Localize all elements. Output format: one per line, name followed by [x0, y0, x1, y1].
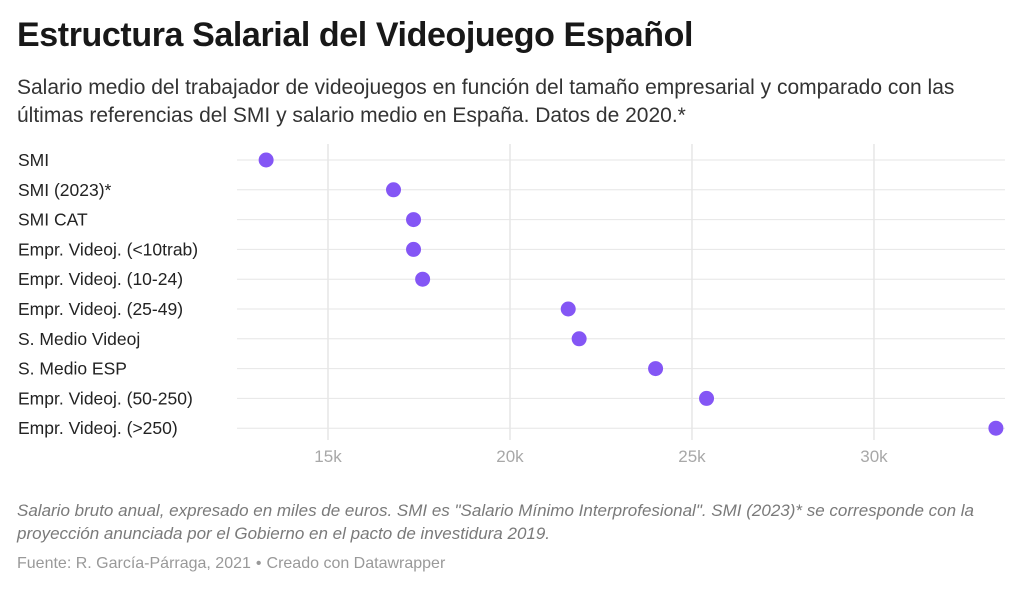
source-separator: • — [255, 555, 262, 572]
category-label: SMI — [18, 150, 49, 170]
x-tick-label: 30k — [860, 447, 888, 466]
x-tick-label: 25k — [678, 447, 706, 466]
category-label: SMI CAT — [18, 210, 88, 230]
footnote: Salario bruto anual, expresado en miles … — [17, 501, 975, 543]
category-label: Empr. Videoj. (10-24) — [18, 269, 183, 289]
category-label: Empr. Videoj. (>250) — [18, 418, 178, 438]
data-point — [699, 390, 715, 406]
category-label: Empr. Videoj. (25-49) — [18, 299, 183, 319]
category-label: Empr. Videoj. (50-250) — [18, 388, 193, 408]
data-point — [415, 271, 431, 287]
data-point — [648, 361, 664, 377]
x-tick-label: 15k — [314, 447, 342, 466]
x-tick-label: 20k — [496, 447, 524, 466]
data-point — [258, 152, 274, 168]
data-point — [560, 301, 576, 317]
row-lines — [237, 159, 1005, 429]
x-axis-tick-labels: 15k 20k 25k 30k — [314, 447, 888, 466]
chart-title: Estructura Salarial del Videojuego Españ… — [17, 16, 694, 54]
category-label: S. Medio ESP — [18, 359, 127, 379]
category-label: Empr. Videoj. (<10trab) — [18, 239, 198, 259]
data-points — [258, 152, 1004, 436]
category-label: S. Medio Videoj — [18, 329, 140, 349]
chart-subtitle: Salario medio del trabajador de videojue… — [17, 76, 955, 127]
data-point — [386, 182, 402, 198]
data-point — [571, 331, 587, 347]
gridlines — [327, 144, 875, 440]
source-text: Fuente: R. García-Párraga, 2021 — [17, 555, 251, 572]
dot-plot: SMI SMI (2023)* SMI CAT Empr. Videoj. (<10t… — [18, 144, 1005, 466]
data-point — [406, 241, 422, 257]
source-line: Fuente: R. García-Párraga, 2021 • Creado c… — [17, 555, 445, 573]
data-point — [406, 212, 422, 228]
credit-link[interactable]: Creado con Datawrapper — [266, 555, 446, 572]
category-label: SMI (2023)* — [18, 180, 112, 200]
data-point — [988, 420, 1004, 436]
category-labels: SMI SMI (2023)* SMI CAT Empr. Videoj. (<10t… — [18, 150, 198, 438]
